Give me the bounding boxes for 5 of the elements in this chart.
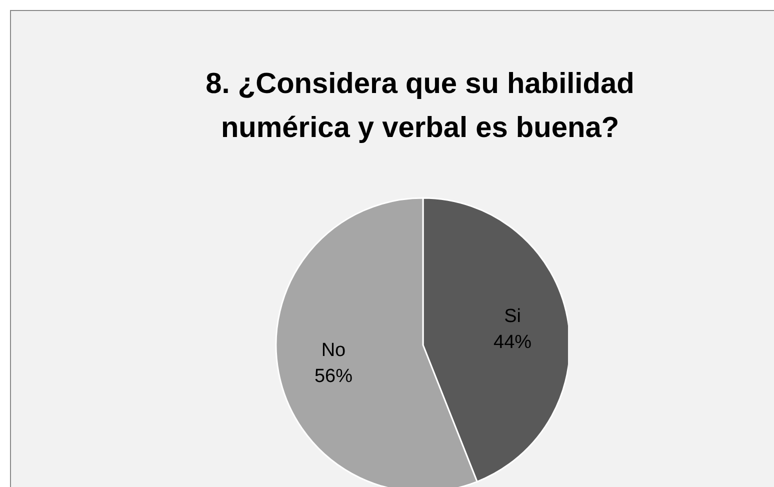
slice-label: No [321,340,346,362]
data-label: 44% [494,332,532,353]
slice-label: Si [504,306,521,327]
chart-title: 8. ¿Considera que su habilidad numérica y verbal es buena? [204,67,636,146]
data-label: 56% [314,366,353,388]
